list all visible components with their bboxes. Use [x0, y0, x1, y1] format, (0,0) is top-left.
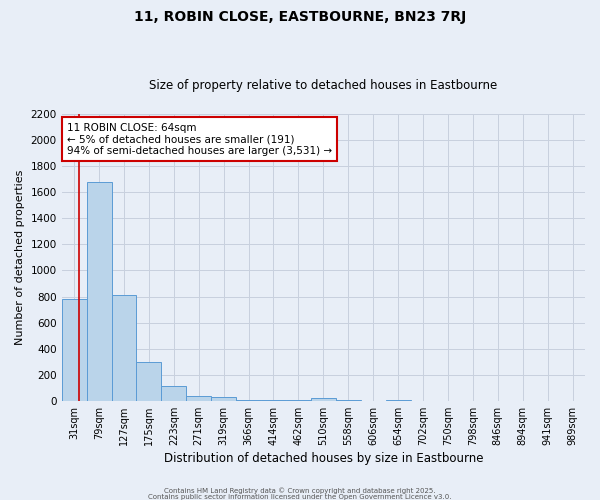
- Bar: [236, 400, 261, 401]
- Text: Contains public sector information licensed under the Open Government Licence v3: Contains public sector information licen…: [148, 494, 452, 500]
- X-axis label: Distribution of detached houses by size in Eastbourne: Distribution of detached houses by size …: [164, 452, 483, 465]
- Bar: [86, 182, 112, 401]
- Bar: [136, 362, 161, 401]
- Bar: [261, 400, 286, 401]
- Text: 11 ROBIN CLOSE: 64sqm
← 5% of detached houses are smaller (191)
94% of semi-deta: 11 ROBIN CLOSE: 64sqm ← 5% of detached h…: [67, 122, 332, 156]
- Text: 11, ROBIN CLOSE, EASTBOURNE, BN23 7RJ: 11, ROBIN CLOSE, EASTBOURNE, BN23 7RJ: [134, 10, 466, 24]
- Bar: [386, 400, 410, 401]
- Bar: [211, 397, 236, 401]
- Y-axis label: Number of detached properties: Number of detached properties: [15, 170, 25, 345]
- Bar: [161, 386, 186, 401]
- Bar: [186, 396, 211, 401]
- Bar: [62, 299, 86, 401]
- Bar: [336, 400, 361, 401]
- Bar: [112, 295, 136, 401]
- Bar: [311, 398, 336, 401]
- Bar: [286, 400, 311, 401]
- Title: Size of property relative to detached houses in Eastbourne: Size of property relative to detached ho…: [149, 79, 497, 92]
- Text: Contains HM Land Registry data © Crown copyright and database right 2025.: Contains HM Land Registry data © Crown c…: [164, 487, 436, 494]
